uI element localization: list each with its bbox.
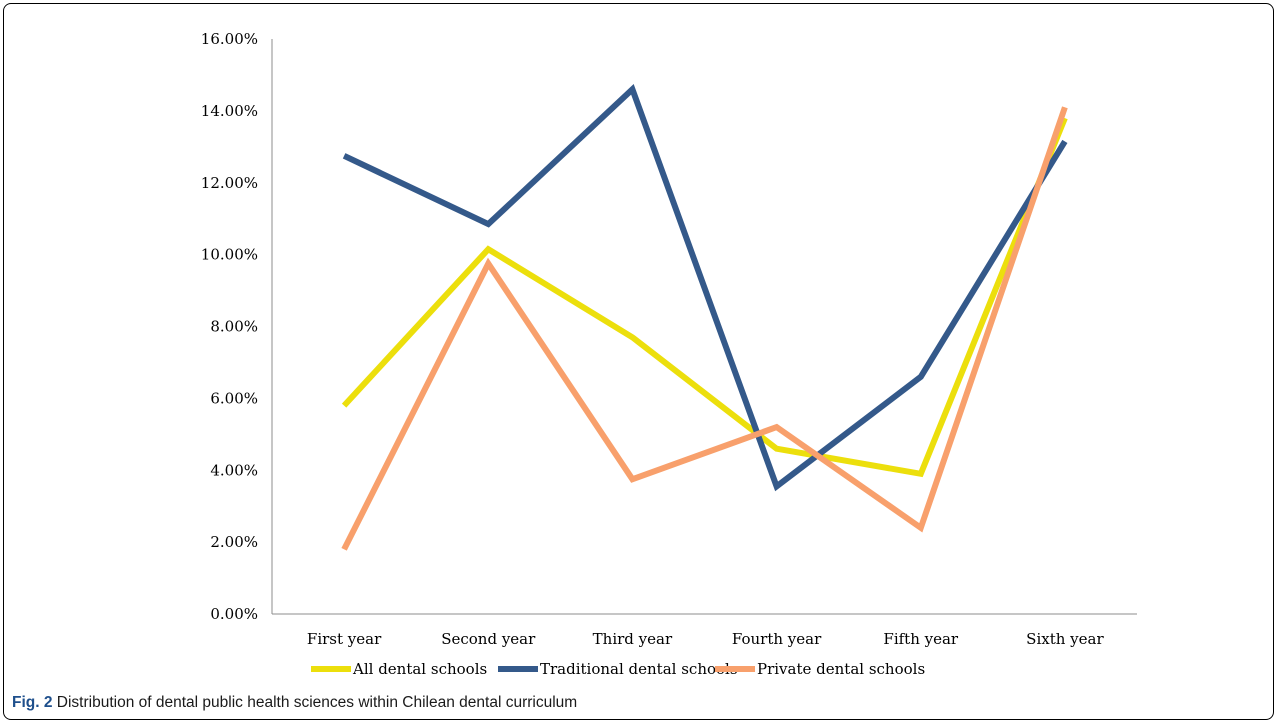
legend-label: All dental schools — [352, 660, 487, 678]
chart-axes — [271, 39, 1137, 615]
legend-label: Traditional dental schools — [540, 660, 738, 678]
x-tick-label: Sixth year — [1026, 630, 1104, 648]
y-tick-label: 8.00% — [210, 318, 258, 336]
x-tick-label: Fourth year — [732, 630, 822, 648]
x-axis-ticks: First year Second year Third year Fourth ye… — [307, 630, 1105, 648]
chart-legend: All dental schools Traditional dental sch… — [311, 660, 925, 678]
y-tick-label: 6.00% — [210, 389, 258, 407]
y-tick-label: 12.00% — [201, 174, 258, 192]
y-axis-ticks: 0.00% 2.00% 4.00% 6.00% 8.00% 10.00% 12.00% 14.… — [201, 30, 258, 623]
figure-label: Fig. 2 — [12, 694, 53, 711]
figure-frame: 0.00% 2.00% 4.00% 6.00% 8.00% 10.00% 12.00% 14.… — [3, 3, 1274, 720]
x-tick-label: Fifth year — [883, 630, 959, 648]
x-tick-label: First year — [307, 630, 382, 648]
y-tick-label: 14.00% — [201, 102, 258, 120]
y-tick-label: 0.00% — [210, 605, 258, 623]
line-chart: 0.00% 2.00% 4.00% 6.00% 8.00% 10.00% 12.00% 14.… — [201, 30, 1137, 678]
x-tick-label: Third year — [593, 630, 673, 648]
x-tick-label: Second year — [441, 630, 536, 648]
y-tick-label: 2.00% — [210, 533, 258, 551]
y-tick-label: 16.00% — [201, 30, 258, 48]
series-line-2 — [342, 84, 1068, 492]
y-tick-label: 10.00% — [201, 246, 258, 264]
figure-caption: Fig. 2 Distribution of dental public hea… — [12, 694, 577, 712]
series-line-3 — [341, 106, 1068, 551]
series-lines — [341, 84, 1068, 551]
figure-caption-text: Distribution of dental public health sci… — [52, 694, 578, 711]
series-line-1 — [341, 116, 1068, 478]
y-tick-label: 4.00% — [210, 461, 258, 479]
legend-label: Private dental schools — [757, 660, 925, 678]
